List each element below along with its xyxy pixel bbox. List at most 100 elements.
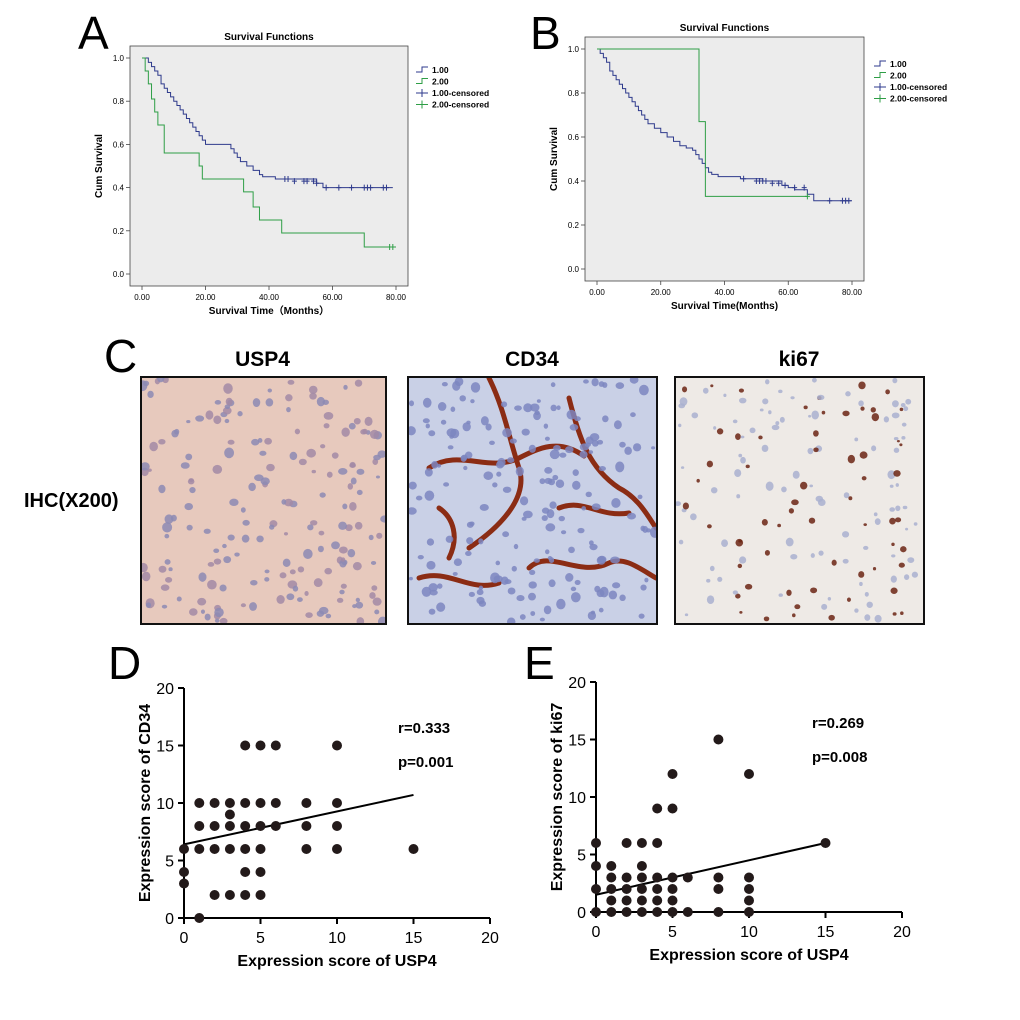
- scatter-point: [209, 890, 220, 900]
- ihc-nucleus: [440, 419, 447, 425]
- scatter-point: [621, 884, 632, 894]
- ihc-nucleus: [891, 542, 895, 547]
- ihc-nucleus: [861, 476, 867, 481]
- ihc-nucleus: [338, 546, 348, 554]
- ihc-nucleus: [511, 565, 517, 572]
- km-legend-label: 2.00-censored: [890, 94, 947, 104]
- ihc-nucleus: [162, 522, 173, 533]
- ihc-nucleus: [213, 415, 222, 425]
- ihc-nucleus: [738, 397, 747, 404]
- ihc-nucleus: [375, 475, 380, 479]
- ihc-nucleus: [507, 457, 515, 464]
- scatter-point: [224, 809, 235, 820]
- ihc-nucleus: [768, 410, 772, 415]
- ihc-nucleus: [331, 541, 340, 550]
- ihc-nucleus: [495, 560, 501, 566]
- ihc-nucleus: [502, 486, 512, 493]
- ihc-nucleus: [325, 613, 332, 619]
- ihc-nucleus: [831, 559, 837, 566]
- scatter-point: [682, 907, 693, 917]
- ihc-nucleus: [205, 410, 214, 420]
- ihc-vessel: [556, 502, 632, 517]
- scatter-point: [652, 803, 663, 814]
- ihc-nucleus: [289, 451, 298, 461]
- ihc-nucleus: [476, 596, 485, 605]
- ihc-nucleus: [364, 416, 373, 426]
- ihc-nucleus: [248, 482, 256, 492]
- scatter-ylabel: Expression score of CD34: [137, 704, 154, 902]
- km-censor-mark: [291, 178, 297, 185]
- scatter-ytick-label: 10: [156, 796, 174, 813]
- ihc-nucleus: [539, 617, 545, 622]
- ihc-nucleus: [436, 602, 446, 612]
- ihc-texture-usp4: [142, 378, 385, 623]
- ihc-nucleus: [765, 481, 774, 491]
- ihc-nucleus: [450, 406, 456, 412]
- ihc-nucleus: [883, 416, 890, 423]
- ihc-nucleus: [421, 586, 432, 597]
- ihc-nucleus: [374, 609, 380, 615]
- scatter-point: [224, 890, 235, 900]
- ihc-nucleus: [214, 607, 224, 618]
- ihc-nucleus: [547, 555, 553, 561]
- ihc-nucleus: [630, 412, 636, 418]
- ihc-nucleus: [305, 612, 313, 619]
- ihc-side-label: IHC(X200): [24, 490, 119, 512]
- km-ylabel: Cum Survival: [549, 127, 560, 191]
- scatter-annotation: r=0.269: [812, 715, 864, 732]
- ihc-nucleus: [707, 524, 712, 529]
- ihc-nucleus: [611, 497, 621, 508]
- scatter-point: [713, 884, 724, 894]
- scatter-annotation: p=0.008: [812, 749, 867, 766]
- ihc-nucleus: [739, 610, 743, 614]
- scatter-point: [667, 895, 678, 906]
- ihc-nucleus: [892, 378, 898, 384]
- ihc-nucleus: [874, 518, 881, 525]
- ihc-nucleus: [377, 616, 385, 623]
- ihc-nucleus: [901, 436, 906, 440]
- ihc-nucleus: [889, 517, 896, 525]
- ihc-nucleus: [355, 597, 361, 603]
- ihc-nucleus: [186, 524, 193, 531]
- ihc-nucleus: [872, 566, 877, 571]
- ihc-nucleus: [507, 587, 516, 595]
- ihc-nucleus: [353, 417, 361, 425]
- ihc-nucleus: [745, 464, 750, 469]
- scatter-point: [408, 844, 419, 854]
- ihc-nucleus: [543, 423, 549, 429]
- ihc-nucleus: [898, 562, 905, 568]
- ihc-nucleus: [345, 524, 353, 532]
- panel-label-a: A: [78, 7, 109, 59]
- km-xtick-label: 80.00: [842, 288, 863, 297]
- ihc-nucleus: [859, 451, 868, 459]
- scatter-ytick-label: 20: [568, 675, 586, 692]
- ihc-nucleus: [528, 444, 536, 453]
- ihc-nucleus: [791, 499, 799, 506]
- ihc-nucleus: [286, 593, 295, 601]
- scatter-point: [636, 872, 647, 883]
- ihc-nucleus: [350, 477, 357, 485]
- km-censor-mark: [349, 184, 355, 191]
- km-plot-area: [584, 36, 865, 282]
- km-chart-b: Survival Functions 0.0 0.2 0.4 0.6 0.8 1.0 0.00…: [549, 23, 947, 312]
- km-censor-mark: [380, 184, 386, 191]
- km-censor-mark: [792, 184, 798, 191]
- ihc-nucleus: [362, 428, 368, 435]
- scatter-point: [332, 798, 342, 808]
- ihc-nucleus: [807, 447, 814, 455]
- ihc-nucleus: [469, 521, 475, 526]
- ihc-nucleus: [786, 589, 792, 596]
- ihc-nucleus: [156, 378, 165, 383]
- scatter-point: [667, 884, 678, 894]
- ihc-nucleus: [803, 405, 808, 410]
- ihc-image-cd34: [407, 376, 658, 625]
- ihc-nucleus: [615, 461, 625, 473]
- ihc-nucleus: [237, 411, 243, 417]
- ihc-nucleus: [164, 559, 171, 565]
- scatter-point: [209, 821, 220, 831]
- km-censor-mark: [782, 182, 788, 189]
- km-legend-label: 1.00-censored: [432, 88, 489, 98]
- ihc-nucleus: [744, 583, 753, 590]
- ihc-nucleus: [903, 406, 909, 412]
- ihc-nucleus: [749, 427, 756, 434]
